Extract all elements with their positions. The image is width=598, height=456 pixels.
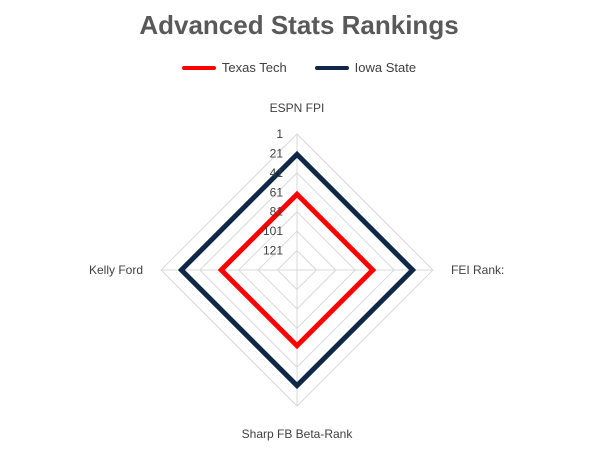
legend-label-iowa-state: Iowa State (354, 60, 417, 75)
axis-label: ESPN FPI (270, 101, 325, 115)
legend-swatch-texas-tech (181, 65, 216, 70)
tick-label: 81 (270, 205, 284, 219)
legend-item-iowa-state: Iowa State (314, 60, 417, 75)
series-iowa-state (177, 150, 417, 390)
axis-label: FEI Rank: (451, 263, 504, 277)
tick-label: 61 (270, 185, 284, 199)
legend-swatch-iowa-state (314, 65, 349, 70)
series-texas-tech (217, 190, 377, 350)
tick-label: 101 (263, 224, 283, 238)
tick-label: 21 (270, 146, 284, 160)
axis-label: Kelly Ford (89, 263, 143, 277)
tick-label: 41 (270, 166, 284, 180)
tick-label: 1 (276, 127, 283, 141)
chart-title: Advanced Stats Rankings (139, 10, 459, 40)
axis-label: Sharp FB Beta-Rank (242, 427, 354, 441)
legend-label-texas-tech: Texas Tech (221, 60, 287, 75)
legend: Texas Tech Iowa State (0, 60, 598, 75)
tick-label: 121 (263, 244, 283, 258)
legend-item-texas-tech: Texas Tech (181, 60, 287, 75)
